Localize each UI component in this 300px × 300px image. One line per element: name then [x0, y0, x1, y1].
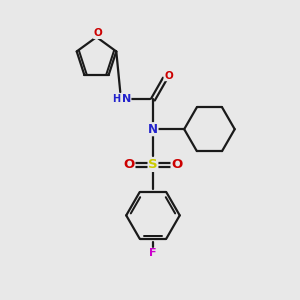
Text: H: H [112, 94, 120, 104]
Text: N: N [148, 123, 158, 136]
Text: N: N [122, 94, 131, 104]
Text: S: S [148, 158, 158, 171]
Text: F: F [149, 248, 157, 258]
Text: O: O [94, 28, 102, 38]
Text: O: O [124, 158, 135, 171]
Text: O: O [164, 71, 173, 81]
Text: O: O [171, 158, 182, 171]
